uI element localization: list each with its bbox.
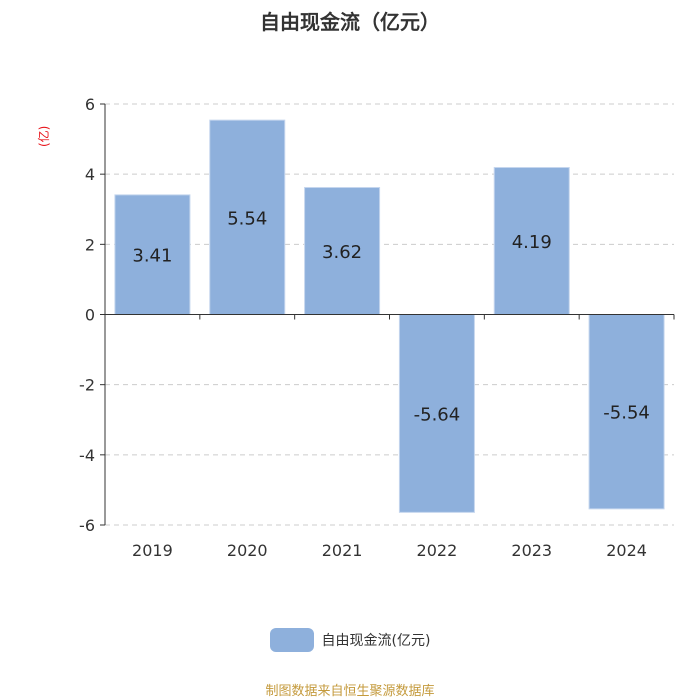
x-tick-label: 2020 [227, 541, 268, 560]
y-tick-label: 6 [85, 95, 95, 114]
y-tick-label: 2 [85, 235, 95, 254]
y-tick-label: -6 [79, 516, 95, 535]
y-tick-label: 4 [85, 165, 95, 184]
legend-swatch [269, 628, 314, 652]
gridlines [105, 103, 674, 526]
bars [114, 119, 665, 513]
x-tick-label: 2019 [132, 541, 173, 560]
data-labels: 3.41 5.54 3.62 -5.64 4.19 -5.54 [132, 208, 649, 425]
data-label: -5.54 [603, 403, 650, 424]
data-label: 4.19 [512, 232, 552, 253]
legend[interactable]: 自由现金流(亿元) [0, 628, 700, 652]
data-label: 3.62 [322, 242, 362, 263]
data-label: 5.54 [227, 208, 267, 229]
bar [493, 167, 570, 315]
x-tick-label: 2024 [606, 541, 647, 560]
y-tick-label: 0 [85, 306, 95, 325]
bar [114, 194, 191, 315]
x-tick-label: 2023 [511, 541, 552, 560]
data-label: -5.64 [414, 404, 461, 425]
chart-title: 自由现金流（亿元） [260, 10, 440, 34]
y-tick-label: -2 [79, 376, 95, 395]
x-tick-label: 2021 [322, 541, 363, 560]
legend-label: 自由现金流(亿元) [321, 633, 431, 649]
axes: 6 4 2 0 -2 -4 -6 2019 2020 2021 2022 2023 2024 [79, 95, 675, 560]
x-tick-label: 2022 [417, 541, 458, 560]
source-note: 制图数据来自恒生聚源数据库 [265, 684, 435, 699]
data-label: 3.41 [132, 246, 172, 267]
y-tick-label: -4 [79, 446, 95, 465]
bar [304, 186, 381, 315]
